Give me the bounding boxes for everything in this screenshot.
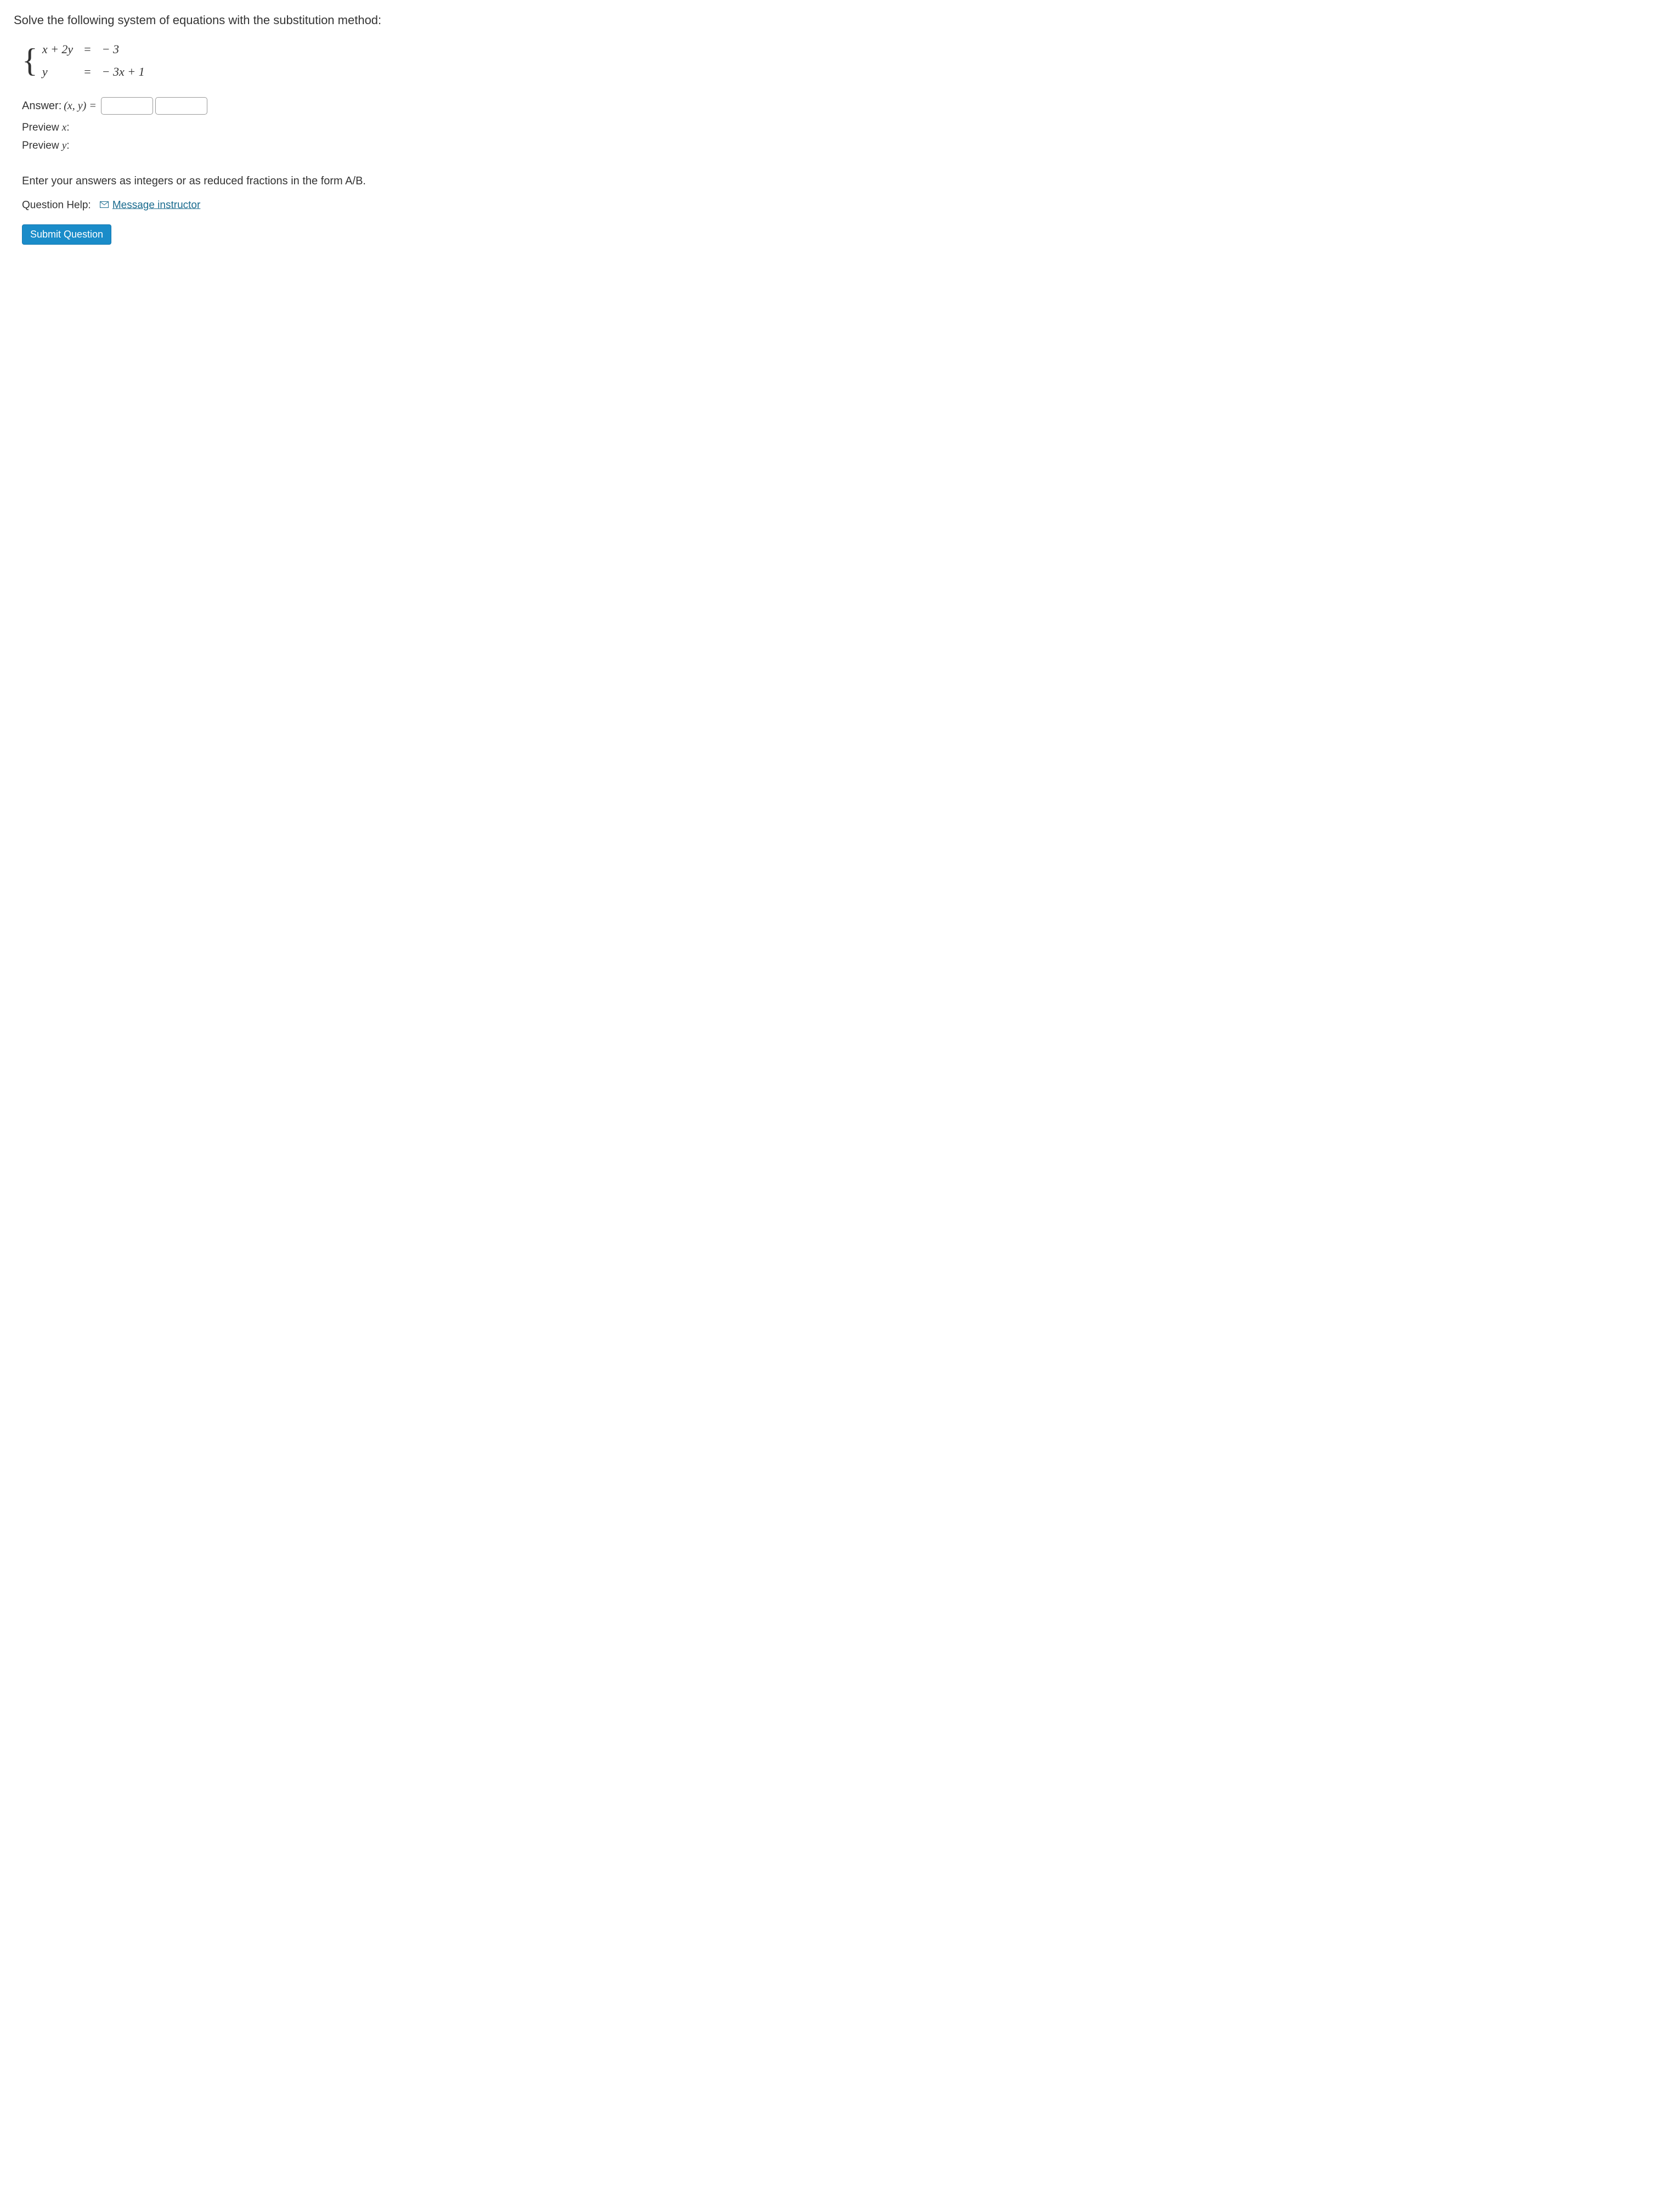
equations-grid: x + 2y = − 3 y = − 3x + 1	[42, 40, 145, 81]
envelope-icon	[100, 198, 109, 213]
preview-y-colon: :	[66, 140, 69, 151]
answer-hint: Enter your answers as integers or as red…	[22, 173, 1645, 189]
preview-y-row: Preview y:	[22, 138, 1645, 154]
question-help-label: Question Help:	[22, 199, 91, 211]
eq2-op: =	[84, 63, 91, 81]
answer-row: Answer: (x, y) =	[22, 97, 1645, 115]
eq2-right: − 3x + 1	[102, 63, 145, 81]
eq1-right: − 3	[102, 40, 145, 58]
preview-y-label: Preview	[22, 140, 62, 151]
question-help-row: Question Help: Message instructor	[22, 198, 1645, 213]
answer-label: Answer:	[22, 98, 61, 114]
submit-button[interactable]: Submit Question	[22, 224, 111, 245]
question-prompt: Solve the following system of equations …	[14, 11, 1645, 29]
equation-system: { x + 2y = − 3 y = − 3x + 1	[22, 40, 1645, 81]
y-input[interactable]	[155, 97, 207, 115]
eq1-left: x + 2y	[42, 40, 73, 58]
brace-icon: {	[22, 44, 38, 77]
answer-math-notation: (x, y) =	[64, 98, 97, 114]
preview-x-label: Preview	[22, 122, 62, 133]
x-input[interactable]	[101, 97, 153, 115]
eq2-left: y	[42, 63, 73, 81]
preview-x-row: Preview x:	[22, 120, 1645, 136]
message-instructor-link[interactable]: Message instructor	[112, 199, 201, 211]
preview-x-colon: :	[66, 122, 69, 133]
eq1-op: =	[84, 40, 91, 58]
